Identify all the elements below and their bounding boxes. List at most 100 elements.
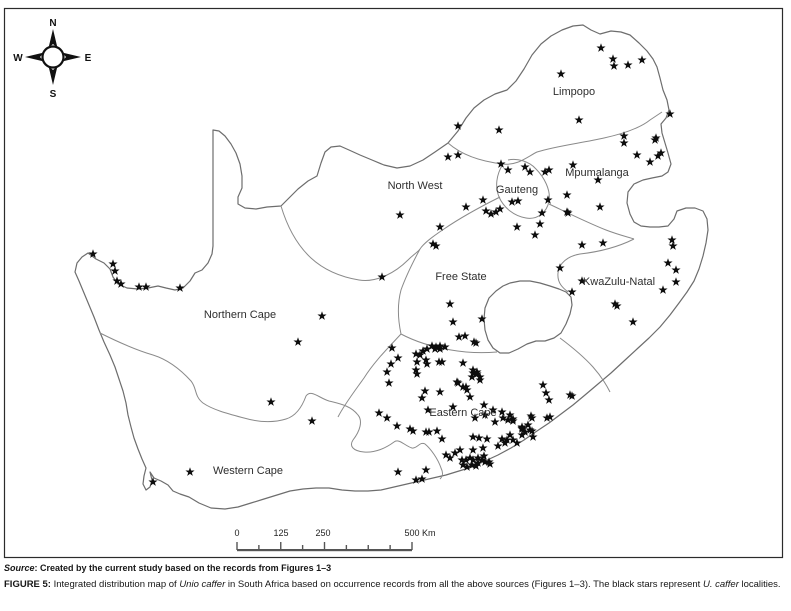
star-marker [632,150,642,159]
star-marker [417,393,427,402]
label-mpumalanga: Mpumalanga [565,167,629,179]
star-marker [556,69,566,78]
star-marker [437,434,447,443]
star-marker [175,283,185,292]
star-marker [374,408,384,417]
caption-text-1: Integrated distribution map of [50,579,180,590]
star-marker [432,426,442,435]
border-freestate-west [397,248,421,335]
star-marker [598,238,608,247]
star-marker [293,337,303,346]
star-marker [658,285,668,294]
compass-arrow-south [48,66,58,85]
lesotho-outline [483,280,573,354]
compass-circle [41,45,65,69]
star-marker [387,343,397,352]
star-marker [412,369,422,378]
figure-number: FIGURE 5: [4,579,51,590]
border-northerncape-easterncape [337,333,402,418]
star-marker [619,138,629,147]
star-marker [671,277,681,286]
species-name-full: Unio caffer [179,579,226,590]
star-marker [608,54,618,63]
star-marker [513,196,523,205]
star-marker [478,195,488,204]
border-kzn-easterncape [559,337,611,393]
star-marker [507,197,517,206]
star-marker [623,60,633,69]
star-marker [422,359,432,368]
star-marker [384,378,394,387]
star-marker [577,240,587,249]
compass-w-label: W [13,53,23,64]
star-marker [377,272,387,281]
source-text: : Created by the current study based on … [34,563,332,573]
star-marker [266,397,276,406]
species-name-abbrev: U. caffer [702,579,739,590]
star-marker [512,222,522,231]
star-marker [108,259,118,268]
scalebar-baseline [237,549,412,552]
star-marker [520,162,530,171]
star-marker [453,121,463,130]
label-north-west: North West [388,180,443,192]
star-marker [493,441,503,450]
compass-e-label: E [85,53,92,64]
star-marker [307,416,317,425]
star-marker [412,357,422,366]
source-label: Source [4,563,35,573]
star-marker [460,331,470,340]
source-note: Source: Created by the current study bas… [4,563,787,573]
star-marker [543,195,553,204]
star-marker [134,282,144,291]
star-marker [392,421,402,430]
star-marker [530,230,540,239]
star-marker [645,157,655,166]
star-marker [478,443,488,452]
star-marker [141,282,151,291]
star-marker [482,434,492,443]
star-marker [468,445,478,454]
figure-border [3,7,784,559]
label-northern-cape: Northern Cape [204,309,276,321]
compass-rose: N E S W [13,18,91,100]
star-marker [503,165,513,174]
border-northwest-west [280,205,421,281]
label-gauteng: Gauteng [496,184,538,196]
border-vaal-west [419,196,501,250]
star-marker [382,367,392,376]
border-vaal-upper [548,203,635,240]
caption-text-2: in South Africa based on occurrence reco… [225,579,703,590]
star-marker [667,235,677,244]
star-marker [317,311,327,320]
star-marker [555,263,565,272]
star-marker [393,467,403,476]
star-marker [448,317,458,326]
scale-bar: 0 125 250 500 Km [234,528,436,552]
star-marker [544,395,554,404]
star-marker [420,386,430,395]
border-kzn-freestate [557,238,635,293]
star-marker [453,150,463,159]
star-marker [494,125,504,134]
star-marker [185,467,195,476]
star-marker [562,190,572,199]
border-westerncape [99,332,444,480]
star-marker [443,152,453,161]
scalebar-label-500: 500 Km [404,528,435,538]
star-marker [563,208,573,217]
star-marker [454,332,464,341]
compass-n-label: N [49,18,56,29]
label-western-cape: Western Cape [213,465,283,477]
star-marker [609,61,619,70]
label-kwazulu-natal: KwaZulu-Natal [583,276,655,288]
star-marker [497,407,507,416]
label-free-state: Free State [435,271,486,283]
caption-text-3: localities. [738,579,781,590]
star-marker [445,299,455,308]
compass-s-label: S [50,89,57,100]
star-marker [596,43,606,52]
border-freestate-south [400,333,498,354]
